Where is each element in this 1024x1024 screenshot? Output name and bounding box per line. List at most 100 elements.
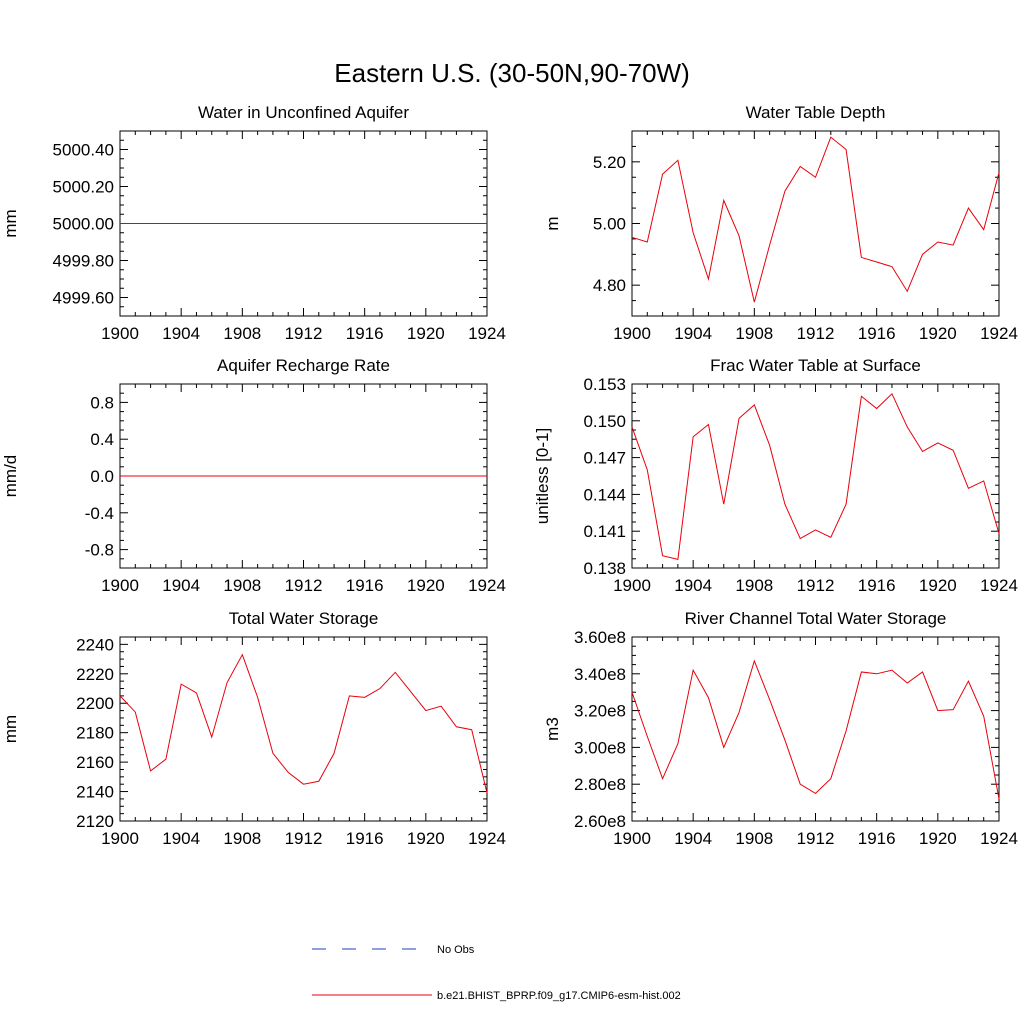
panel-aquifer-recharge-rate-ytick-label: -0.4 bbox=[85, 504, 114, 523]
panel-river-channel-total-water-storage-ytick-label: 3.00e8 bbox=[574, 738, 626, 757]
figure-title: Eastern U.S. (30-50N,90-70W) bbox=[334, 58, 689, 88]
panel-river-channel-total-water-storage-ytick-label: 3.60e8 bbox=[574, 628, 626, 647]
panel-total-water-storage-xtick-label: 1904 bbox=[162, 829, 200, 848]
panel-water-table-depth-xtick-label: 1924 bbox=[980, 324, 1018, 343]
panel-aquifer-recharge-rate-ytick-label: 0.4 bbox=[90, 430, 114, 449]
panel-frac-water-table-at-surface-xtick-label: 1908 bbox=[735, 576, 773, 595]
panel-total-water-storage: Total Water Storage mm 1900 1904 1908 1912 191… bbox=[1, 609, 506, 848]
panel-water-table-depth-ytick-label: 5.00 bbox=[593, 215, 626, 234]
panel-river-channel-total-water-storage-ytick-label: 2.60e8 bbox=[574, 812, 626, 831]
panel-water-table-depth-xtick-label: 1904 bbox=[674, 324, 712, 343]
panel-frac-water-table-at-surface: Frac Water Table at Surface unitless [0-1… bbox=[533, 356, 1018, 595]
panel-frac-water-table-at-surface-ytick-label: 0.138 bbox=[583, 559, 626, 578]
panel-water-in-unconfined-aquifer-ylabel: mm bbox=[1, 209, 20, 237]
panel-frac-water-table-at-surface-ytick-label: 0.141 bbox=[583, 522, 626, 541]
panel-water-in-unconfined-aquifer-xtick-label: 1904 bbox=[162, 324, 200, 343]
panel-total-water-storage-ytick-label: 2160 bbox=[76, 753, 114, 772]
panel-water-in-unconfined-aquifer-xtick-label: 1916 bbox=[346, 324, 384, 343]
panel-frac-water-table-at-surface-xtick-label: 1912 bbox=[797, 576, 835, 595]
panel-water-table-depth-xtick-label: 1908 bbox=[735, 324, 773, 343]
panel-aquifer-recharge-rate-ytick-label: 0.8 bbox=[90, 393, 114, 412]
panel-water-in-unconfined-aquifer-xtick-label: 1908 bbox=[223, 324, 261, 343]
legend-model-label: b.e21.BHIST_BPRP.f09_g17.CMIP6-esm-hist.… bbox=[437, 990, 681, 1002]
panel-aquifer-recharge-rate-xtick-label: 1908 bbox=[223, 576, 261, 595]
panel-frac-water-table-at-surface-xtick-label: 1916 bbox=[858, 576, 896, 595]
panel-water-in-unconfined-aquifer-ytick-label: 4999.60 bbox=[53, 289, 114, 308]
panel-total-water-storage-xtick-label: 1920 bbox=[407, 829, 445, 848]
panel-river-channel-total-water-storage-xtick-label: 1924 bbox=[980, 829, 1018, 848]
panel-water-table-depth: Water Table Depth m 1900 1904 1908 1912 1916 19… bbox=[543, 103, 1018, 343]
panel-water-in-unconfined-aquifer-ytick-label: 4999.80 bbox=[53, 252, 114, 271]
panel-river-channel-total-water-storage-xtick-label: 1916 bbox=[858, 829, 896, 848]
panel-total-water-storage-xtick-label: 1912 bbox=[285, 829, 323, 848]
panel-aquifer-recharge-rate-ylabel: mm/d bbox=[1, 455, 20, 498]
panel-water-table-depth-title: Water Table Depth bbox=[746, 103, 886, 122]
panel-total-water-storage-title: Total Water Storage bbox=[229, 609, 379, 628]
panel-water-table-depth-xtick-label: 1916 bbox=[858, 324, 896, 343]
panel-water-table-depth-ytick-label: 4.80 bbox=[593, 276, 626, 295]
panel-total-water-storage-xtick-label: 1916 bbox=[346, 829, 384, 848]
panel-river-channel-total-water-storage-series-line bbox=[631, 659, 1000, 800]
panel-total-water-storage-ytick-label: 2220 bbox=[76, 665, 114, 684]
panel-water-in-unconfined-aquifer-ytick-label: 5000.40 bbox=[53, 141, 114, 160]
panel-frac-water-table-at-surface-frame bbox=[631, 383, 1000, 569]
panel-total-water-storage-series-line bbox=[119, 653, 488, 794]
panels-group: Water in Unconfined Aquifer mm 1900 1904 190… bbox=[1, 103, 1018, 848]
legend: No Obs b.e21.BHIST_BPRP.f09_g17.CMIP6-es… bbox=[312, 944, 681, 1002]
panel-water-table-depth-ytick-label: 5.20 bbox=[593, 153, 626, 172]
panel-water-in-unconfined-aquifer: Water in Unconfined Aquifer mm 1900 1904 190… bbox=[1, 103, 506, 343]
panel-aquifer-recharge-rate-xtick-label: 1912 bbox=[285, 576, 323, 595]
panel-frac-water-table-at-surface-ytick-label: 0.153 bbox=[583, 375, 626, 394]
panel-river-channel-total-water-storage-ytick-label: 3.40e8 bbox=[574, 665, 626, 684]
panel-river-channel-total-water-storage-xtick-label: 1908 bbox=[735, 829, 773, 848]
legend-obs-label: No Obs bbox=[437, 944, 475, 956]
panel-water-in-unconfined-aquifer-ytick-label: 5000.00 bbox=[53, 215, 114, 234]
panel-water-table-depth-frame bbox=[631, 130, 1000, 317]
panel-water-in-unconfined-aquifer-xtick-label: 1920 bbox=[407, 324, 445, 343]
panel-river-channel-total-water-storage-xtick-label: 1904 bbox=[674, 829, 712, 848]
panel-water-table-depth-series-line bbox=[631, 136, 1000, 303]
panel-water-in-unconfined-aquifer-xtick-label: 1900 bbox=[101, 324, 139, 343]
panel-total-water-storage-ytick-label: 2140 bbox=[76, 783, 114, 802]
panel-frac-water-table-at-surface-xtick-label: 1924 bbox=[980, 576, 1018, 595]
panel-water-in-unconfined-aquifer-title: Water in Unconfined Aquifer bbox=[198, 103, 409, 122]
panel-frac-water-table-at-surface-ylabel: unitless [0-1] bbox=[533, 428, 552, 524]
panel-aquifer-recharge-rate-xtick-label: 1900 bbox=[101, 576, 139, 595]
panel-aquifer-recharge-rate: Aquifer Recharge Rate mm/d 1900 1904 1908 191… bbox=[1, 356, 506, 595]
panel-river-channel-total-water-storage-ylabel: m3 bbox=[543, 717, 562, 741]
panel-frac-water-table-at-surface-title: Frac Water Table at Surface bbox=[710, 356, 921, 375]
panel-total-water-storage-xtick-label: 1908 bbox=[223, 829, 261, 848]
panel-river-channel-total-water-storage: River Channel Total Water Storage m3 1900 1… bbox=[543, 609, 1018, 848]
panel-aquifer-recharge-rate-xtick-label: 1920 bbox=[407, 576, 445, 595]
panel-water-table-depth-xtick-label: 1920 bbox=[919, 324, 957, 343]
panel-frac-water-table-at-surface-xtick-label: 1900 bbox=[613, 576, 651, 595]
panel-river-channel-total-water-storage-xtick-label: 1912 bbox=[797, 829, 835, 848]
panel-aquifer-recharge-rate-ytick-label: 0.0 bbox=[90, 467, 114, 486]
panel-river-channel-total-water-storage-title: River Channel Total Water Storage bbox=[685, 609, 947, 628]
panel-frac-water-table-at-surface-ytick-label: 0.147 bbox=[583, 449, 626, 468]
panel-river-channel-total-water-storage-xtick-label: 1900 bbox=[613, 829, 651, 848]
panel-total-water-storage-xtick-label: 1924 bbox=[468, 829, 506, 848]
panel-water-table-depth-xtick-label: 1912 bbox=[797, 324, 835, 343]
panel-river-channel-total-water-storage-ytick-label: 2.80e8 bbox=[574, 775, 626, 794]
panel-river-channel-total-water-storage-ytick-label: 3.20e8 bbox=[574, 702, 626, 721]
panel-water-in-unconfined-aquifer-xtick-label: 1912 bbox=[285, 324, 323, 343]
panel-water-table-depth-ylabel: m bbox=[543, 216, 562, 230]
panel-total-water-storage-ytick-label: 2120 bbox=[76, 812, 114, 831]
panel-frac-water-table-at-surface-ytick-label: 0.144 bbox=[583, 485, 626, 504]
panel-total-water-storage-ytick-label: 2200 bbox=[76, 694, 114, 713]
panel-frac-water-table-at-surface-series-line bbox=[631, 392, 1000, 561]
panel-water-table-depth-xtick-label: 1900 bbox=[613, 324, 651, 343]
panel-water-in-unconfined-aquifer-xtick-label: 1924 bbox=[468, 324, 506, 343]
panel-aquifer-recharge-rate-title: Aquifer Recharge Rate bbox=[217, 356, 390, 375]
panel-aquifer-recharge-rate-xtick-label: 1924 bbox=[468, 576, 506, 595]
panel-frac-water-table-at-surface-ytick-label: 0.150 bbox=[583, 412, 626, 431]
panel-total-water-storage-ytick-label: 2180 bbox=[76, 724, 114, 743]
panel-river-channel-total-water-storage-xtick-label: 1920 bbox=[919, 829, 957, 848]
panel-total-water-storage-xtick-label: 1900 bbox=[101, 829, 139, 848]
panel-total-water-storage-frame bbox=[119, 636, 488, 822]
panel-total-water-storage-ylabel: mm bbox=[1, 715, 20, 743]
panel-aquifer-recharge-rate-ytick-label: -0.8 bbox=[85, 541, 114, 560]
panel-total-water-storage-ytick-label: 2240 bbox=[76, 635, 114, 654]
